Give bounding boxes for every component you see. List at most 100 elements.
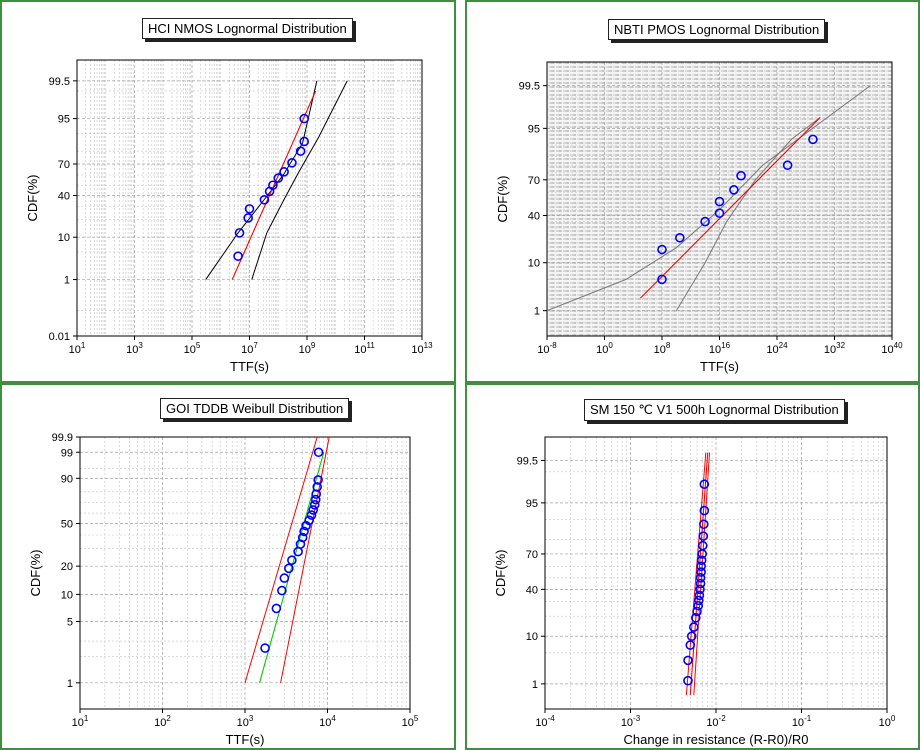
data-point <box>675 232 685 243</box>
data-point <box>685 640 696 650</box>
data-point <box>310 494 321 505</box>
y-tick-label: 70 <box>58 159 70 171</box>
x-tick-label: 10-8 <box>537 341 557 356</box>
y-tick-label: 10 <box>526 631 538 643</box>
data-point <box>695 584 705 595</box>
data-point <box>736 170 746 181</box>
y-tick-label: 1 <box>532 679 538 691</box>
y-tick-label: 40 <box>528 210 540 222</box>
y-tick-label: 95 <box>58 114 70 126</box>
grid <box>545 437 887 709</box>
lower-confidence-bound <box>685 452 707 696</box>
y-tick-label: 5 <box>67 616 73 628</box>
data-point <box>268 180 278 191</box>
x-axis-label: Change in resistance (R-R0)/R0 <box>624 732 809 747</box>
major-grid <box>80 437 410 709</box>
chart-title: SM 150 ℃ V1 500h Lognormal Distribution <box>584 399 845 421</box>
data-point <box>686 631 697 642</box>
y-tick-label: 10 <box>528 258 540 270</box>
chart-title: HCI NMOS Lognormal Distribution <box>142 18 353 39</box>
data-point <box>782 160 793 171</box>
data-point <box>309 500 320 510</box>
x-tick-label: 104 <box>319 714 336 729</box>
data-point <box>259 194 270 205</box>
data-point <box>279 573 290 583</box>
data-point <box>287 555 297 566</box>
x-tick-label: 1016 <box>709 341 731 356</box>
data-point <box>714 208 725 218</box>
x-axis-label: TTF(s) <box>226 732 265 747</box>
y-axis-label: CDF(%) <box>493 550 508 597</box>
x-tick-label: 10-2 <box>706 714 726 729</box>
data-point <box>313 475 323 485</box>
y-axis-label: CDF(%) <box>495 176 510 223</box>
grid <box>547 62 892 336</box>
data-point <box>689 622 699 632</box>
data-point <box>277 585 287 596</box>
data-point <box>699 479 710 490</box>
data-point <box>696 561 706 572</box>
data-point <box>279 167 289 177</box>
data-point <box>696 555 707 566</box>
major-grid <box>545 437 887 709</box>
data-point <box>692 606 702 617</box>
data-point <box>271 603 282 614</box>
data-point <box>299 136 310 147</box>
data-point <box>697 540 708 551</box>
sm-150-chart: 10-4 10-3 10-2 10-1 100 1 10 40 70 95 99.5 Change i… <box>493 436 896 747</box>
x-tick-label: 1024 <box>766 341 788 356</box>
nbti-pmos-chart: 10-8 100 108 1016 1024 1032 104011040709599.5T… <box>495 61 903 374</box>
x-tick-label: 1032 <box>824 341 846 356</box>
x-tick-label: 101 <box>72 714 89 729</box>
y-tick-label: 40 <box>58 191 70 203</box>
x-tick-label: 103 <box>237 714 254 729</box>
y-tick-label: 1 <box>64 275 70 287</box>
data-point <box>690 613 701 623</box>
goi-tddb-chart: 101 102 103 104 105 1 5 10 20 50 90 99 99.9 TTF(s) CDF… <box>28 432 419 747</box>
data-point <box>683 675 693 686</box>
x-tick-label: 109 <box>299 341 316 356</box>
sm-150-panel: 10-4 10-3 10-2 10-1 100 1 10 40 70 95 99.5 Change i… <box>465 383 920 750</box>
x-tick-label: 100 <box>879 714 896 729</box>
data-point <box>273 173 284 183</box>
x-tick-label: 102 <box>154 714 171 729</box>
y-tick-label: 1 <box>67 678 73 690</box>
y-tick-label: 99.5 <box>517 455 538 467</box>
data-point <box>693 600 704 611</box>
data-point <box>694 590 705 601</box>
data-point <box>297 532 308 543</box>
data-point <box>699 519 709 530</box>
y-tick-label: 95 <box>526 498 538 510</box>
data-point <box>694 595 704 606</box>
data-point <box>299 113 310 124</box>
x-tick-label: 105 <box>184 341 201 356</box>
y-tick-label: 99.5 <box>519 81 540 93</box>
data-point <box>287 158 297 168</box>
major-grid <box>77 60 422 336</box>
x-tick-label: 1011 <box>354 341 375 356</box>
x-tick-label: 1040 <box>881 341 903 356</box>
data-point <box>695 578 706 589</box>
x-tick-label: 100 <box>596 341 613 356</box>
y-tick-label: 50 <box>61 519 73 531</box>
y-axis-label: CDF(%) <box>25 175 40 222</box>
x-tick-label: 10-4 <box>535 714 555 729</box>
x-tick-label: 105 <box>402 714 419 729</box>
y-tick-label: 0.01 <box>49 331 70 343</box>
data-point <box>695 573 706 583</box>
hci-nmos-chart: 101 103 105 107 109 1011 1013 0.01 1 10 40 70 95 99.5… <box>25 59 433 374</box>
y-tick-label: 10 <box>61 589 73 601</box>
data-point <box>657 244 667 255</box>
y-axis-label: CDF(%) <box>28 550 43 597</box>
y-tick-label: 95 <box>528 123 540 135</box>
y-tick-label: 99.9 <box>52 432 73 444</box>
upper-confidence-bound <box>675 117 821 311</box>
curves <box>547 85 871 312</box>
fit-line <box>640 117 821 299</box>
data-point <box>698 531 709 541</box>
x-tick-label: 101 <box>69 341 86 356</box>
data-point <box>260 643 270 653</box>
y-tick-label: 10 <box>58 232 70 244</box>
hci-nmos-panel: 101 103 105 107 109 1011 1013 0.01 1 10 40 70 95 99.5… <box>0 0 456 383</box>
data-point <box>299 526 309 537</box>
